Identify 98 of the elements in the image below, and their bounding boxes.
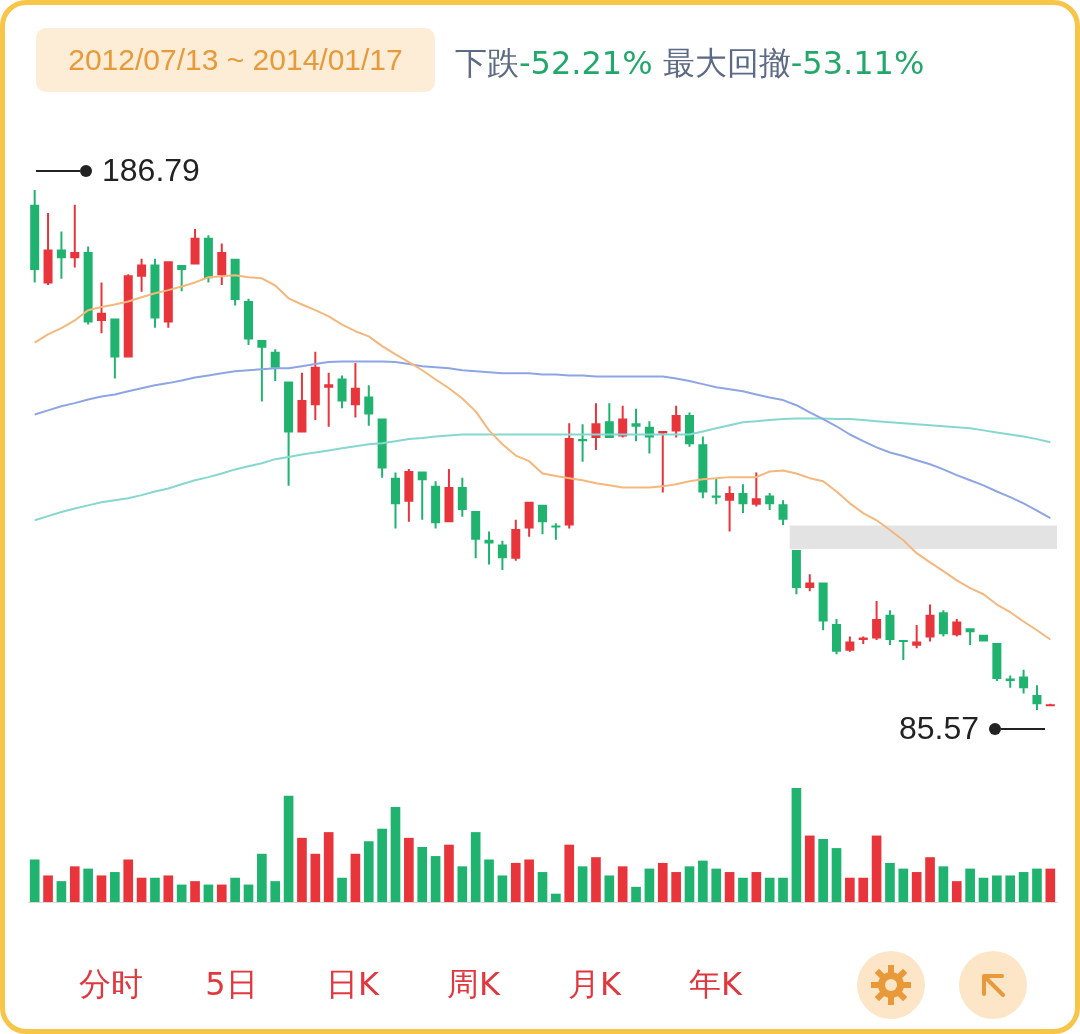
bar bbox=[604, 875, 615, 902]
bar bbox=[885, 862, 895, 902]
candlestick bbox=[631, 408, 641, 442]
bar bbox=[644, 868, 655, 902]
candlestick bbox=[858, 636, 868, 645]
bar bbox=[938, 866, 949, 902]
bar bbox=[858, 877, 869, 902]
bar bbox=[724, 872, 735, 902]
bar bbox=[738, 877, 748, 902]
bar bbox=[537, 872, 548, 902]
bar bbox=[470, 832, 481, 902]
bar bbox=[390, 807, 401, 902]
bar bbox=[203, 884, 214, 902]
bar bbox=[831, 848, 842, 902]
bar bbox=[978, 877, 989, 902]
candlestick bbox=[711, 478, 721, 505]
bar bbox=[524, 859, 534, 902]
text: 月K bbox=[567, 964, 623, 1005]
bar bbox=[310, 853, 321, 902]
bar bbox=[417, 846, 428, 902]
candlestick bbox=[578, 424, 588, 462]
bar bbox=[297, 837, 307, 902]
bar bbox=[804, 835, 815, 902]
bar bbox=[1045, 868, 1056, 902]
bar bbox=[591, 857, 601, 902]
candlestick bbox=[70, 204, 80, 268]
candlestick bbox=[417, 471, 427, 520]
candlestick bbox=[725, 486, 735, 532]
bar bbox=[711, 868, 722, 902]
bar bbox=[657, 862, 668, 902]
bar bbox=[698, 860, 708, 902]
bar bbox=[1018, 872, 1029, 902]
text: 年K bbox=[688, 964, 744, 1005]
bar bbox=[551, 893, 561, 902]
bar bbox=[430, 856, 441, 902]
bar bbox=[818, 838, 828, 902]
bar bbox=[497, 875, 508, 902]
bar bbox=[617, 866, 628, 902]
bar bbox=[56, 881, 67, 902]
bar bbox=[684, 866, 695, 902]
bar bbox=[510, 862, 521, 902]
bar bbox=[230, 877, 240, 902]
bar bbox=[444, 844, 454, 902]
bar bbox=[484, 859, 494, 902]
bar bbox=[150, 877, 160, 902]
text: 周K bbox=[446, 964, 502, 1005]
bar bbox=[323, 832, 334, 902]
chart-subtitle: 下跌-52.21% 最大回撤-53.11% bbox=[455, 44, 925, 82]
bar bbox=[216, 884, 227, 902]
bar bbox=[911, 872, 922, 902]
text: 5日 bbox=[204, 964, 259, 1005]
bar bbox=[337, 877, 347, 902]
bar bbox=[871, 835, 882, 902]
bar bbox=[270, 881, 281, 902]
bar bbox=[176, 884, 187, 902]
bar bbox=[163, 875, 174, 902]
bar bbox=[1032, 868, 1042, 902]
bar bbox=[992, 875, 1002, 902]
candlestick bbox=[551, 523, 561, 540]
bar bbox=[257, 853, 267, 902]
bar bbox=[283, 795, 294, 902]
bar bbox=[350, 853, 361, 902]
bar bbox=[1005, 875, 1016, 902]
bar bbox=[778, 877, 788, 902]
bar bbox=[377, 828, 387, 902]
bar bbox=[671, 872, 681, 902]
bar bbox=[564, 844, 575, 902]
bar bbox=[29, 859, 40, 902]
candlestick bbox=[257, 339, 267, 402]
candlestick bbox=[898, 639, 908, 661]
bar bbox=[43, 875, 53, 902]
bar bbox=[243, 884, 254, 902]
bar bbox=[457, 866, 468, 902]
text: 日K bbox=[325, 964, 381, 1005]
bar bbox=[363, 841, 374, 902]
bar bbox=[404, 837, 414, 902]
bar bbox=[965, 868, 975, 902]
annotation: 85.57 bbox=[898, 709, 979, 746]
text: 分时 bbox=[77, 964, 144, 1005]
bar bbox=[925, 857, 935, 902]
bar bbox=[631, 886, 641, 902]
bar bbox=[83, 868, 93, 902]
candlestick bbox=[324, 372, 334, 427]
bar bbox=[751, 872, 762, 902]
bar bbox=[136, 877, 147, 902]
chart-title: 2012/07/13 ~ 2014/01/17 bbox=[36, 28, 435, 92]
bar bbox=[764, 877, 775, 902]
bar bbox=[577, 866, 588, 902]
bar bbox=[123, 859, 134, 902]
text: 186.79 bbox=[102, 151, 200, 188]
bar bbox=[898, 868, 909, 902]
bar bbox=[69, 866, 80, 902]
bar bbox=[951, 881, 962, 902]
bar bbox=[845, 877, 855, 902]
bar bbox=[96, 875, 107, 902]
bar bbox=[190, 881, 200, 902]
bar bbox=[791, 788, 802, 902]
bar bbox=[110, 872, 120, 902]
